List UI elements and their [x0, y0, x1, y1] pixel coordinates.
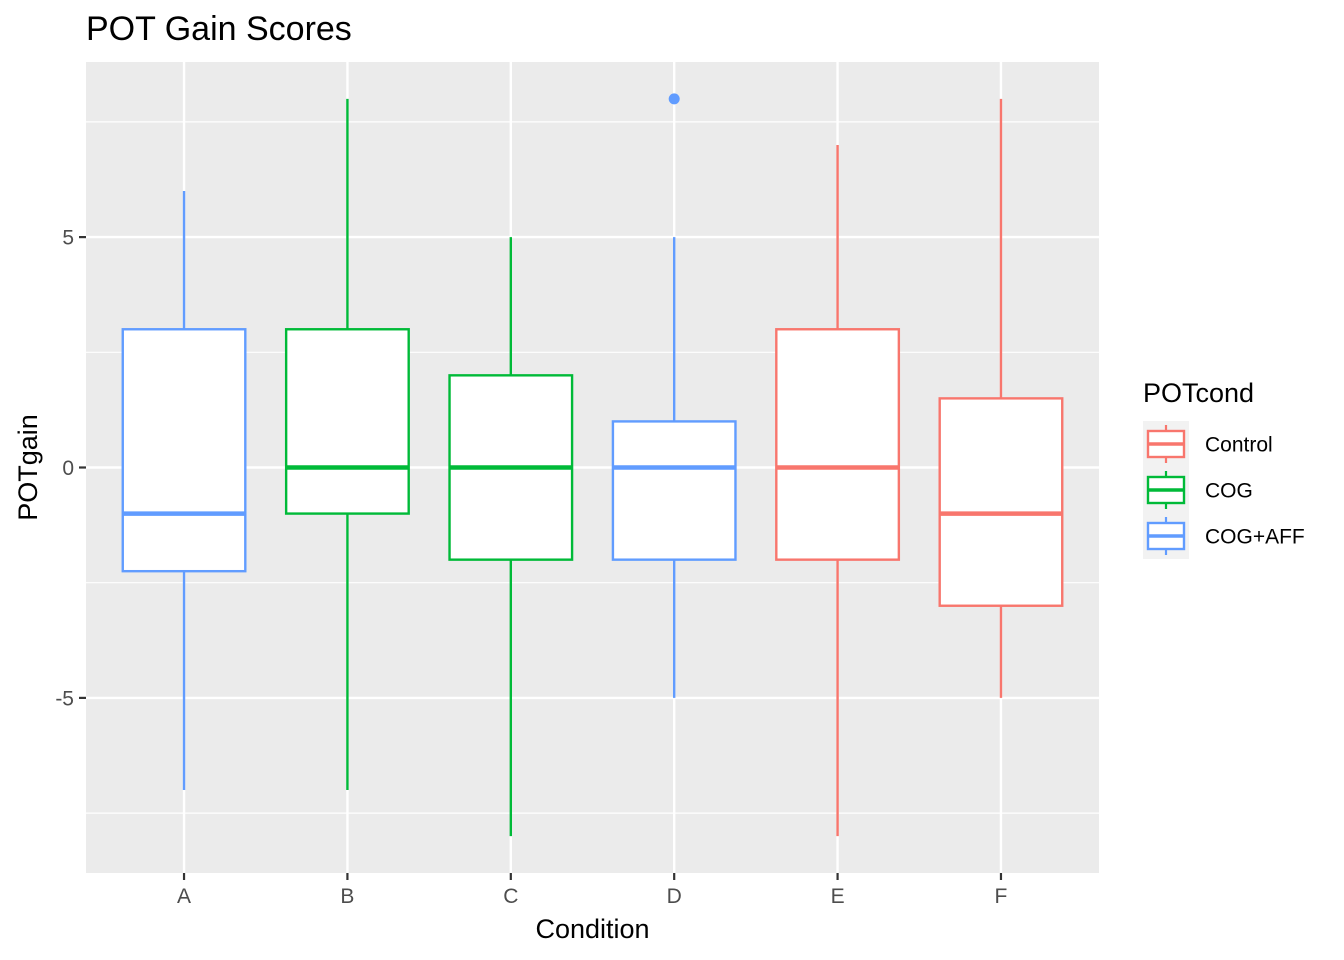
y-tick-label: -5 — [55, 687, 74, 710]
box-D — [611, 93, 737, 698]
box-body — [611, 420, 737, 561]
box-C — [448, 237, 574, 837]
x-axis: A B C D E F — [177, 873, 1007, 908]
legend-label: COG — [1205, 480, 1253, 503]
y-axis-title: POTgain — [13, 414, 43, 521]
box-F — [938, 98, 1064, 698]
x-tick-label: C — [503, 885, 518, 908]
y-tick-label: 0 — [62, 457, 74, 480]
legend-item-control: Control — [1143, 421, 1273, 467]
grid-minor — [86, 121, 1099, 814]
legend-keys: Control COG COG+AFF — [1143, 421, 1305, 559]
box-body — [775, 328, 901, 561]
box-body — [121, 328, 247, 573]
legend-label: COG+AFF — [1205, 526, 1305, 549]
box-A — [121, 191, 247, 791]
legend-item-cog: COG — [1143, 467, 1253, 513]
legend: POTcond Control COG COG+AFF — [1143, 378, 1305, 559]
box-body — [938, 397, 1064, 607]
x-tick-label: D — [667, 885, 682, 908]
y-axis: -5 0 5 — [55, 227, 86, 710]
box-E — [775, 144, 901, 837]
x-tick-label: A — [177, 885, 191, 908]
x-tick-label: F — [995, 885, 1008, 908]
x-tick-label: B — [340, 885, 354, 908]
x-tick-label: E — [831, 885, 845, 908]
y-tick-label: 5 — [62, 227, 74, 250]
legend-title: POTcond — [1143, 378, 1254, 408]
legend-label: Control — [1205, 434, 1273, 457]
x-axis-title: Condition — [535, 914, 649, 944]
box-body — [284, 328, 410, 515]
legend-item-cog-aff: COG+AFF — [1143, 513, 1305, 559]
boxes — [121, 93, 1064, 837]
outlier-point — [668, 93, 680, 105]
box-B — [284, 98, 410, 791]
chart-title: POT Gain Scores — [86, 10, 352, 48]
